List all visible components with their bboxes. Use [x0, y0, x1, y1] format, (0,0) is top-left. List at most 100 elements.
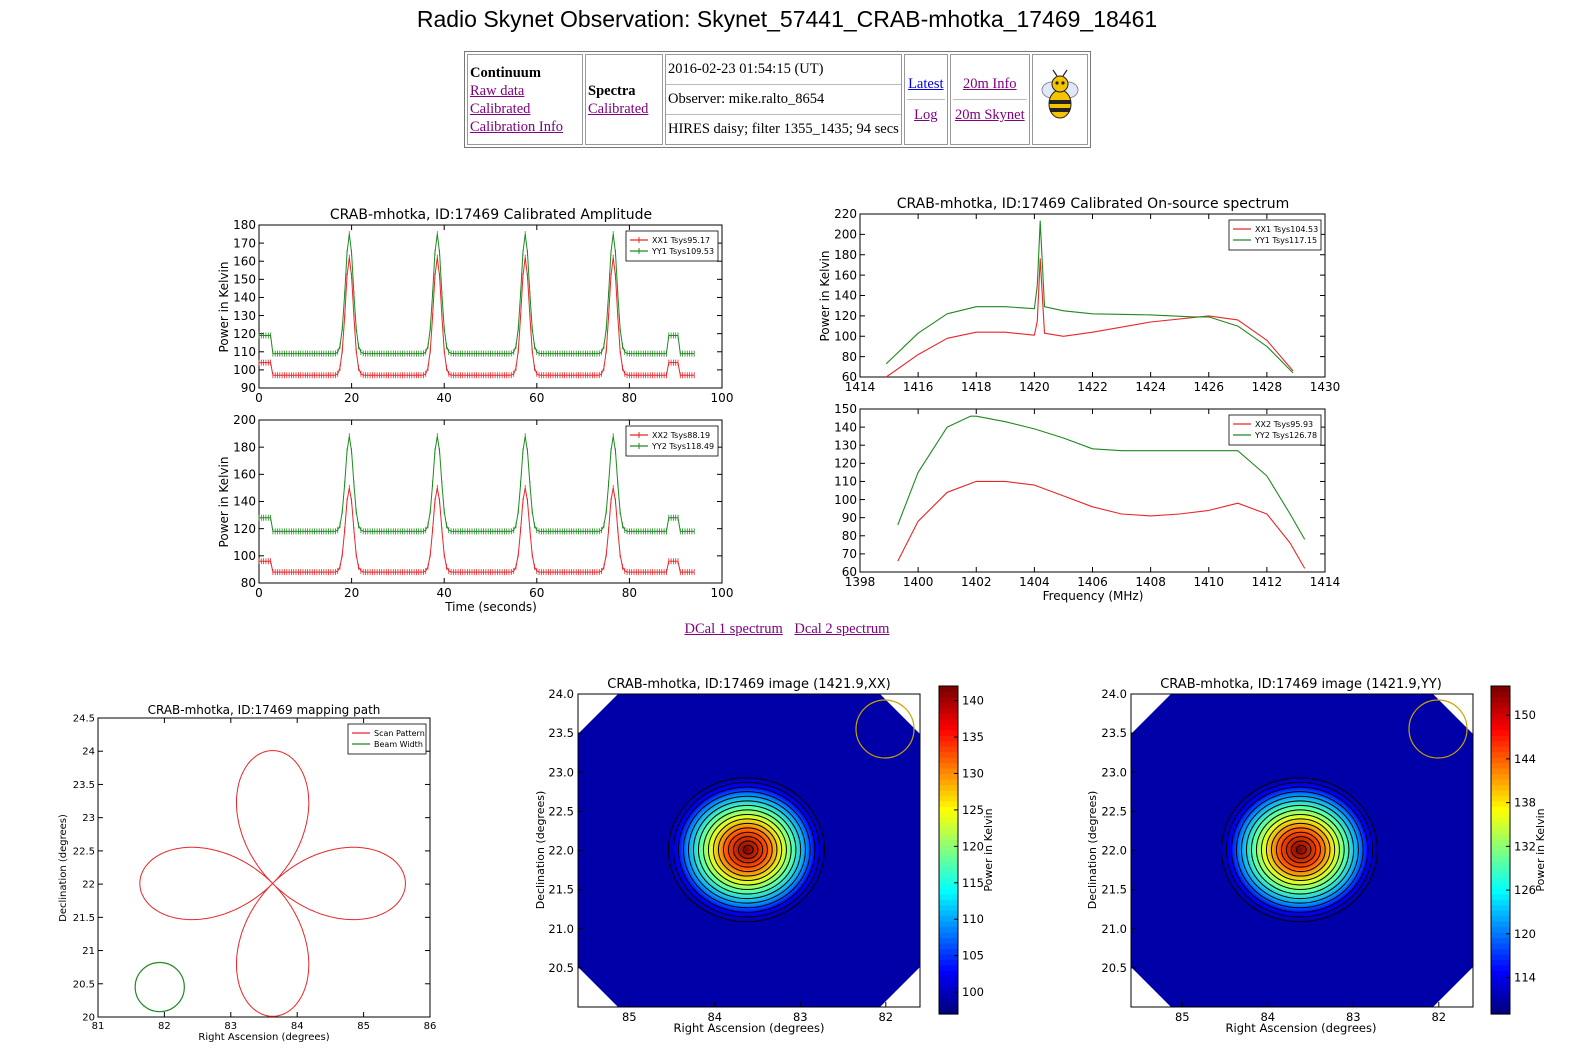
image-xx-colorbar-tick-label: 100: [962, 985, 984, 999]
amplitude-series-markers: [258, 433, 695, 535]
dcal-links: DCal 1 spectrum Dcal 2 spectrum: [0, 621, 1574, 638]
image-yy-colorbar-cell: [1491, 1003, 1510, 1010]
mapping-path-y-tick-label: 22: [82, 880, 95, 891]
image-yy-colorbar-cell: [1491, 899, 1510, 906]
image-xx-colorbar-cell: [939, 915, 958, 922]
image-yy-colorbar-cell: [1491, 773, 1510, 780]
image-xx-colorbar-tick-label: 105: [962, 949, 984, 963]
image-xx-contour: [737, 840, 759, 859]
spectrum-series-line: [897, 415, 1306, 540]
nav-left-cell: Latest Log: [903, 54, 948, 145]
image-xx-contour: [677, 786, 816, 913]
20m-skynet-link[interactable]: 20m Skynet: [954, 107, 1025, 123]
bee-icon[interactable]: [1035, 68, 1085, 126]
20m-info-link[interactable]: 20m Info: [963, 76, 1017, 92]
amplitude-legend: [625, 230, 719, 262]
spectrum-y-tick-label: 70: [842, 547, 857, 561]
spectrum-x-tick-label: 1420: [1019, 380, 1050, 394]
spectrum-y-tick-label: 80: [842, 350, 857, 364]
image-xx-colorbar-cell: [939, 735, 958, 742]
image-yy-colorbar-tick-label: 144: [1514, 752, 1536, 766]
mapping-path-y-tick-label: 20.5: [73, 979, 95, 990]
image-yy-colorbar-cell: [1491, 713, 1510, 720]
image-xx-source-blob: [668, 777, 825, 922]
latest-link[interactable]: Latest: [908, 76, 944, 92]
image-yy-colorbar-cell: [1491, 981, 1510, 988]
image-xx-colorbar-cell: [939, 932, 958, 939]
spectrum-x-tick-label: 1402: [961, 575, 992, 589]
amplitude-x-tick-label: 80: [622, 586, 637, 600]
calibrated-link[interactable]: Calibrated: [470, 100, 531, 117]
image-yy-x-tick-label: 83: [1346, 1010, 1361, 1024]
dcal-1-spectrum-link[interactable]: DCal 1 spectrum: [684, 621, 783, 637]
mapping-path-x-tick-label: 82: [158, 1021, 171, 1032]
image-yy-colorbar-cell: [1491, 724, 1510, 731]
amplitude-legend-label: XX2 Tsys88.19: [652, 431, 710, 440]
image-yy-title: CRAB-mhotka, ID:17469 image (1421.9,YY): [1160, 677, 1442, 692]
raw-data-link[interactable]: Raw data: [470, 82, 525, 99]
image-yy-colorbar-cell: [1491, 817, 1510, 824]
image-yy-colorbar-cell: [1491, 926, 1510, 933]
amplitude-xlabel: Time (seconds): [444, 600, 537, 614]
image-xx-corner-mask: [880, 694, 920, 734]
image-yy-colorbar-cell: [1491, 729, 1510, 736]
amplitude-y-tick-label: 160: [233, 468, 256, 482]
image-yy-corner-mask: [1131, 967, 1171, 1007]
image-xx-y-tick-label: 21.5: [548, 883, 574, 897]
image-xx-contour: [722, 827, 773, 873]
dcal-2-spectrum-link[interactable]: Dcal 2 spectrum: [794, 621, 890, 637]
image-xx-y-tick-label: 21.0: [548, 922, 574, 936]
image-xx-colorbar-cell: [939, 997, 958, 1004]
mapping-path-title: CRAB-mhotka, ID:17469 mapping path: [148, 703, 381, 717]
image-yy-contour: [1240, 795, 1359, 904]
spectrum-legend: [1228, 414, 1322, 446]
spectrum-chart-title: CRAB-mhotka, ID:17469 Calibrated On-sour…: [897, 196, 1290, 212]
image-yy-colorbar-cell: [1491, 806, 1510, 813]
image-yy-x-tick-label: 82: [1431, 1010, 1446, 1024]
calibration-info-link[interactable]: Calibration Info: [470, 118, 564, 135]
image-yy-colorbar-cell: [1491, 757, 1510, 764]
mapping-path-y-tick-label: 20: [82, 1013, 95, 1024]
mapping-path-y-tick-label: 23.5: [73, 780, 95, 791]
spectra-cell: Spectra Calibrated: [585, 54, 663, 145]
log-link[interactable]: Log: [914, 107, 938, 123]
spectrum-y-tick-label: 140: [834, 420, 857, 434]
image-yy-contour: [1265, 818, 1336, 882]
spectrum-series-line: [897, 480, 1306, 569]
spectra-calibrated-link[interactable]: Calibrated: [588, 100, 649, 117]
spectrum-legend-label: XX1 Tsys104.53: [1255, 225, 1318, 234]
image-xx-colorbar-cell: [939, 828, 958, 835]
image-xx-contour: [667, 777, 825, 923]
image-yy-colorbar-cell: [1491, 811, 1510, 818]
image-xx-colorbar-cell: [939, 910, 958, 917]
image-xx-colorbar-cell: [939, 882, 958, 889]
image-yy-colorbar-cell: [1491, 800, 1510, 807]
mapping-path-x-tick-label: 83: [224, 1021, 237, 1032]
image-yy-colorbar-cell: [1491, 942, 1510, 949]
spectrum-x-tick-label: 1416: [903, 380, 934, 394]
image-yy-y-tick-label: 22.0: [1101, 844, 1127, 858]
image-yy-colorbar-cell: [1491, 828, 1510, 835]
image-yy-colorbar-frame: [1490, 685, 1511, 1015]
spectrum-x-tick-label: 1422: [1077, 380, 1108, 394]
image-xx-y-tick-label: 24.0: [548, 687, 574, 701]
image-xx-contour: [707, 813, 787, 886]
image-xx-colorbar-cell: [939, 888, 958, 895]
image-xx-colorbar-cell: [939, 724, 958, 731]
amplitude-series-markers: [258, 484, 695, 576]
image-xx-colorbar-cell: [939, 718, 958, 725]
spectrum-x-tick-label: 1412: [1252, 575, 1283, 589]
spectrum-y-tick-label: 220: [834, 207, 857, 221]
image-xx-contour: [732, 836, 764, 864]
image-yy-colorbar-cell: [1491, 822, 1510, 829]
mapping-path-legend-label: Scan Pattern: [374, 729, 425, 738]
amplitude-x-tick-label: 60: [529, 391, 544, 405]
image-yy-colorbar-cell: [1491, 833, 1510, 840]
image-yy-colorbar-tick-label: 114: [1514, 971, 1536, 985]
image-yy-colorbar-cell: [1491, 768, 1510, 775]
mapping-path-x-tick-label: 86: [424, 1021, 437, 1032]
amplitude-legend-label: YY1 Tsys109.53: [651, 247, 714, 256]
